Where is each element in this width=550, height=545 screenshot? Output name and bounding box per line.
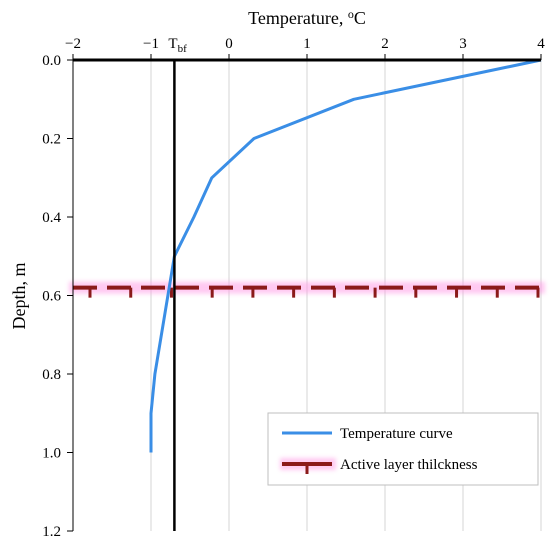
legend: Temperature curve Active layer thilcknes… — [267, 412, 539, 486]
y-tick-label-5: 1.0 — [42, 446, 61, 462]
x-tick-label-5: 3 — [459, 36, 467, 52]
y-tick-label-1: 0.2 — [42, 132, 61, 148]
legend-swatch-active-layer — [280, 458, 336, 474]
active-layer-halo — [69, 281, 545, 294]
series-layer — [149, 58, 542, 453]
tbf-label: Tbf — [168, 36, 187, 55]
y-tick-label-0: 0.0 — [42, 53, 61, 69]
axes — [67, 54, 542, 532]
reference-layer: Tbf — [168, 36, 187, 531]
x-axis-title: Temperature, oC — [248, 7, 366, 28]
x-tick-label-6: 4 — [537, 36, 545, 52]
legend-label-temperature-curve: Temperature curve — [340, 426, 453, 442]
y-tick-label-3: 0.6 — [42, 289, 61, 305]
tick-labels: −2 −1 0 1 2 3 4 0.0 0.2 0.4 0.6 0.8 1.0 1.2 — [42, 36, 545, 540]
x-tick-label-1: −1 — [143, 36, 159, 52]
legend-box — [267, 412, 539, 486]
y-tick-label-2: 0.4 — [42, 210, 61, 226]
y-tick-label-6: 1.2 — [42, 524, 61, 540]
temperature-curve-line — [149, 58, 542, 453]
x-tick-label-2: 0 — [225, 36, 233, 52]
x-tick-label-0: −2 — [65, 36, 81, 52]
x-tick-label-3: 1 — [303, 36, 311, 52]
tbf-label-main: T — [168, 36, 177, 52]
y-axis-title: Depth, m — [9, 263, 29, 330]
x-tick-label-4: 2 — [381, 36, 389, 52]
legend-label-active-layer: Active layer thilckness — [340, 457, 478, 473]
y-tick-label-4: 0.8 — [42, 367, 61, 383]
tbf-label-sub: bf — [178, 43, 188, 55]
active-layer-line-group — [69, 281, 545, 298]
